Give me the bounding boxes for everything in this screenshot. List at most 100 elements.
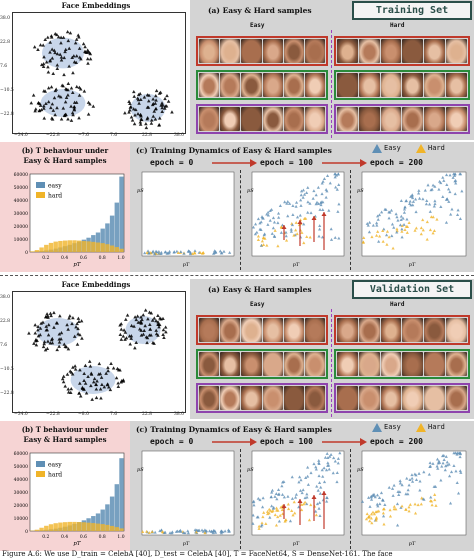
scatter-point <box>155 250 159 254</box>
face-thumbnail <box>337 39 358 63</box>
embedding-point <box>39 62 44 67</box>
scatter-point <box>312 462 316 466</box>
embedding-point <box>53 88 58 93</box>
scatter-point <box>292 233 296 237</box>
embedding-point <box>76 332 80 336</box>
hist-x-label: pT <box>73 262 81 268</box>
embedding-point <box>146 317 150 321</box>
embedding-point <box>86 112 91 116</box>
scatter-point <box>333 175 337 179</box>
scatter-point <box>307 518 312 522</box>
embedding-point <box>51 108 56 112</box>
scatter-point <box>326 456 330 460</box>
scatter-point <box>418 488 422 492</box>
scatter-y-label: pS <box>137 467 144 473</box>
hard-face-row <box>334 104 470 134</box>
scatter-point <box>326 464 330 467</box>
embedding-point <box>138 122 143 126</box>
scatter-x-label: pT <box>183 262 190 268</box>
samples-title: (a) Easy & Hard samples <box>208 285 312 294</box>
embedding-point <box>74 84 79 89</box>
embedding-point <box>60 376 65 381</box>
hist-y-tick: 30000 <box>14 211 28 217</box>
hard-bar <box>53 523 58 531</box>
scatter-point <box>317 459 321 462</box>
scatter-point <box>375 221 379 225</box>
dynamics-title: (c) Training Dynamics of Easy & Hard sam… <box>136 146 332 155</box>
scatter-point <box>159 250 163 254</box>
scatter-point <box>270 232 274 235</box>
face-thumbnail <box>220 73 241 97</box>
scatter-point <box>219 529 224 533</box>
scatter-point <box>399 218 403 222</box>
face-thumbnail <box>241 39 262 63</box>
hard-bar <box>114 527 119 531</box>
scatter-point <box>158 529 162 533</box>
hist-y-tick: 60000 <box>14 451 28 457</box>
scatter-point <box>311 196 315 200</box>
embedding-point <box>66 117 70 121</box>
embedding-point <box>36 334 41 338</box>
embedding-point <box>142 328 147 332</box>
scatter-point <box>388 514 393 518</box>
embedding-point <box>145 93 150 97</box>
scatter-x-label: pT <box>183 541 190 547</box>
embedding-point <box>52 310 56 315</box>
scatter-point <box>402 207 407 211</box>
embedding-point <box>41 344 46 349</box>
scatter-point <box>286 214 290 218</box>
face-thumbnail <box>304 352 326 376</box>
scatter-point <box>309 471 313 475</box>
scatter-point <box>194 530 199 534</box>
embedding-point <box>59 41 63 45</box>
embedding-point <box>161 316 165 320</box>
scatter-point <box>270 490 274 494</box>
scatter-point <box>373 495 377 499</box>
easy-legend-icon <box>372 423 382 432</box>
scatter-point <box>329 452 333 456</box>
scatter-point <box>193 249 197 253</box>
scatter-point <box>407 505 411 509</box>
embedding-point <box>84 391 89 395</box>
scatter-point <box>442 178 446 182</box>
face-thumbnail <box>337 107 358 131</box>
scatter-point <box>319 203 323 207</box>
embedding-point <box>149 311 154 315</box>
embedding-point <box>88 364 93 368</box>
embedding-point <box>83 49 87 53</box>
embedding-point <box>109 361 113 365</box>
embedding-point <box>57 94 61 98</box>
scatter-point <box>314 202 318 206</box>
embedding-point <box>134 317 139 322</box>
embedding-point <box>49 313 53 318</box>
scatter-point <box>264 522 268 526</box>
face-thumbnail <box>402 352 424 376</box>
easy-face-row <box>196 70 328 100</box>
embedding-point <box>70 321 74 326</box>
embedding-point <box>66 390 71 394</box>
scatter-point <box>293 495 298 499</box>
scatter-point <box>300 508 304 512</box>
scatter-y-label: pS <box>357 188 364 194</box>
scatter-point <box>430 503 434 507</box>
embedding-point <box>82 371 86 376</box>
embedding-point <box>133 346 137 350</box>
scatter-point <box>181 531 186 535</box>
scatter-point <box>428 464 433 468</box>
scatter-point <box>306 465 310 469</box>
hard-bar <box>62 522 68 531</box>
legend-easy-label: Easy <box>384 144 401 152</box>
scatter-point <box>272 505 276 509</box>
scatter-point <box>440 454 445 458</box>
scatter-point <box>370 521 374 525</box>
scatter-point <box>407 483 411 487</box>
embedding-point <box>85 48 90 52</box>
embedding-point <box>55 51 60 56</box>
embedding-point <box>59 331 64 335</box>
embedding-point <box>163 325 168 329</box>
scatter-point <box>408 202 412 206</box>
face-thumbnail <box>424 39 446 63</box>
easy-face-row <box>196 315 328 345</box>
face-thumbnail <box>304 318 326 342</box>
embedding-point <box>141 332 146 336</box>
